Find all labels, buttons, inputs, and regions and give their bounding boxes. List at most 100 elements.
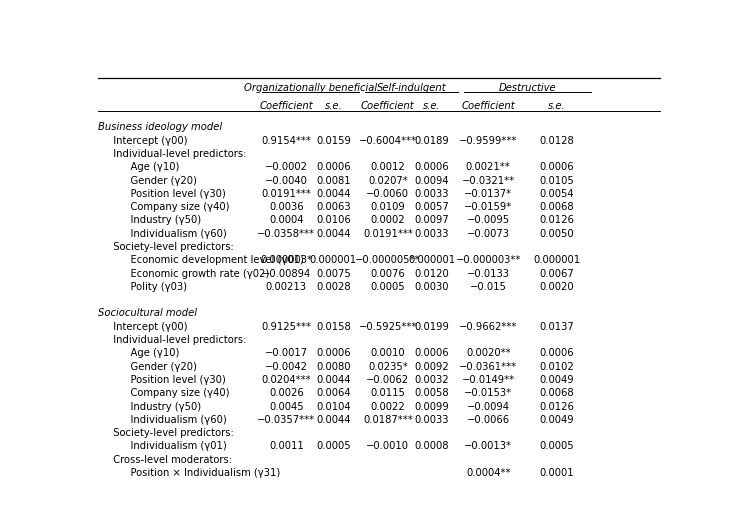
Text: 0.0010: 0.0010 [371,349,406,358]
Text: 0.0126: 0.0126 [539,216,574,225]
Text: 0.000003*: 0.000003* [260,256,312,265]
Text: 0.0137: 0.0137 [539,322,574,332]
Text: −0.9599***: −0.9599*** [459,135,517,146]
Text: Society-level predictors:: Society-level predictors: [107,242,234,252]
Text: −0.000005**: −0.000005** [355,256,420,265]
Text: −0.000003**: −0.000003** [456,256,521,265]
Text: Age (γ10): Age (γ10) [118,162,180,172]
Text: 0.0099: 0.0099 [414,402,449,411]
Text: Economic growth rate (γ02): Economic growth rate (γ02) [118,269,269,278]
Text: 0.0044: 0.0044 [316,229,351,239]
Text: 0.0126: 0.0126 [539,402,574,411]
Text: 0.0189: 0.0189 [414,135,449,146]
Text: −0.0017: −0.0017 [265,349,308,358]
Text: Individual-level predictors:: Individual-level predictors: [107,149,246,159]
Text: Intercept (γ00): Intercept (γ00) [107,135,187,146]
Text: 0.0006: 0.0006 [539,162,574,172]
Text: Gender (γ20): Gender (γ20) [118,362,197,371]
Text: s.e.: s.e. [548,101,566,111]
Text: 0.0191***: 0.0191*** [363,229,413,239]
Text: −0.015: −0.015 [470,282,507,292]
Text: 0.0067: 0.0067 [539,269,574,278]
Text: 0.0001: 0.0001 [539,468,574,478]
Text: 0.0044: 0.0044 [316,375,351,385]
Text: Coefficient: Coefficient [361,101,414,111]
Text: Individualism (γ60): Individualism (γ60) [118,415,227,425]
Text: 0.0033: 0.0033 [414,415,449,425]
Text: 0.0075: 0.0075 [316,269,351,278]
Text: 0.000001: 0.000001 [408,256,456,265]
Text: 0.0207*: 0.0207* [368,175,408,185]
Text: 0.0068: 0.0068 [539,202,574,212]
Text: Individualism (γ01): Individualism (γ01) [118,442,227,452]
Text: −0.0153*: −0.0153* [464,388,512,398]
Text: 0.0030: 0.0030 [414,282,449,292]
Text: Society-level predictors:: Society-level predictors: [107,428,234,438]
Text: 0.0049: 0.0049 [539,415,574,425]
Text: Gender (γ20): Gender (γ20) [118,175,197,185]
Text: Coefficient: Coefficient [260,101,313,111]
Text: 0.0109: 0.0109 [371,202,406,212]
Text: −0.0010: −0.0010 [366,442,409,452]
Text: 0.0104: 0.0104 [316,402,351,411]
Text: 0.0115: 0.0115 [371,388,406,398]
Text: 0.0002: 0.0002 [371,216,406,225]
Text: 0.0012: 0.0012 [371,162,406,172]
Text: −0.0094: −0.0094 [467,402,510,411]
Text: s.e.: s.e. [325,101,342,111]
Text: −0.0060: −0.0060 [366,189,409,199]
Text: 0.0020: 0.0020 [539,282,574,292]
Text: 0.0204***: 0.0204*** [261,375,311,385]
Text: 0.00213: 0.00213 [266,282,307,292]
Text: 0.0021**: 0.0021** [466,162,511,172]
Text: 0.0094: 0.0094 [414,175,449,185]
Text: 0.0006: 0.0006 [539,349,574,358]
Text: 0.0044: 0.0044 [316,415,351,425]
Text: Company size (γ40): Company size (γ40) [118,388,230,398]
Text: Company size (γ40): Company size (γ40) [118,202,230,212]
Text: 0.0006: 0.0006 [414,349,449,358]
Text: −0.0002: −0.0002 [265,162,308,172]
Text: 0.0004**: 0.0004** [466,468,511,478]
Text: −0.0133: −0.0133 [467,269,510,278]
Text: Sociocultural model: Sociocultural model [98,309,198,318]
Text: Economic development level (γ01): Economic development level (γ01) [118,256,304,265]
Text: 0.0033: 0.0033 [414,189,449,199]
Text: Individualism (γ60): Individualism (γ60) [118,229,227,239]
Text: Destructive: Destructive [499,83,556,93]
Text: 0.0033: 0.0033 [414,229,449,239]
Text: 0.0102: 0.0102 [539,362,574,371]
Text: 0.0004: 0.0004 [269,216,303,225]
Text: −0.9662***: −0.9662*** [459,322,517,332]
Text: −0.0149**: −0.0149** [462,375,515,385]
Text: 0.000001: 0.000001 [310,256,357,265]
Text: −0.0095: −0.0095 [467,216,510,225]
Text: Position × Individualism (γ31): Position × Individualism (γ31) [118,468,280,478]
Text: Individual-level predictors:: Individual-level predictors: [107,335,246,345]
Text: 0.9125***: 0.9125*** [261,322,312,332]
Text: 0.0068: 0.0068 [539,388,574,398]
Text: 0.0057: 0.0057 [414,202,449,212]
Text: 0.0235*: 0.0235* [368,362,408,371]
Text: 0.0106: 0.0106 [316,216,351,225]
Text: Position level (γ30): Position level (γ30) [118,189,226,199]
Text: Cross-level moderators:: Cross-level moderators: [107,455,232,465]
Text: 0.0159: 0.0159 [316,135,351,146]
Text: 0.000001: 0.000001 [534,256,581,265]
Text: 0.0045: 0.0045 [269,402,303,411]
Text: 0.0063: 0.0063 [316,202,351,212]
Text: Coefficient: Coefficient [462,101,515,111]
Text: 0.0006: 0.0006 [316,162,351,172]
Text: −0.0159*: −0.0159* [464,202,512,212]
Text: −0.0013*: −0.0013* [464,442,512,452]
Text: −0.6004***: −0.6004*** [359,135,417,146]
Text: 0.0081: 0.0081 [316,175,351,185]
Text: 0.0005: 0.0005 [316,442,351,452]
Text: −0.0361***: −0.0361*** [459,362,517,371]
Text: s.e.: s.e. [423,101,441,111]
Text: Industry (γ50): Industry (γ50) [118,216,201,225]
Text: 0.0008: 0.0008 [414,442,449,452]
Text: 0.0049: 0.0049 [539,375,574,385]
Text: 0.0076: 0.0076 [371,269,406,278]
Text: 0.0120: 0.0120 [414,269,449,278]
